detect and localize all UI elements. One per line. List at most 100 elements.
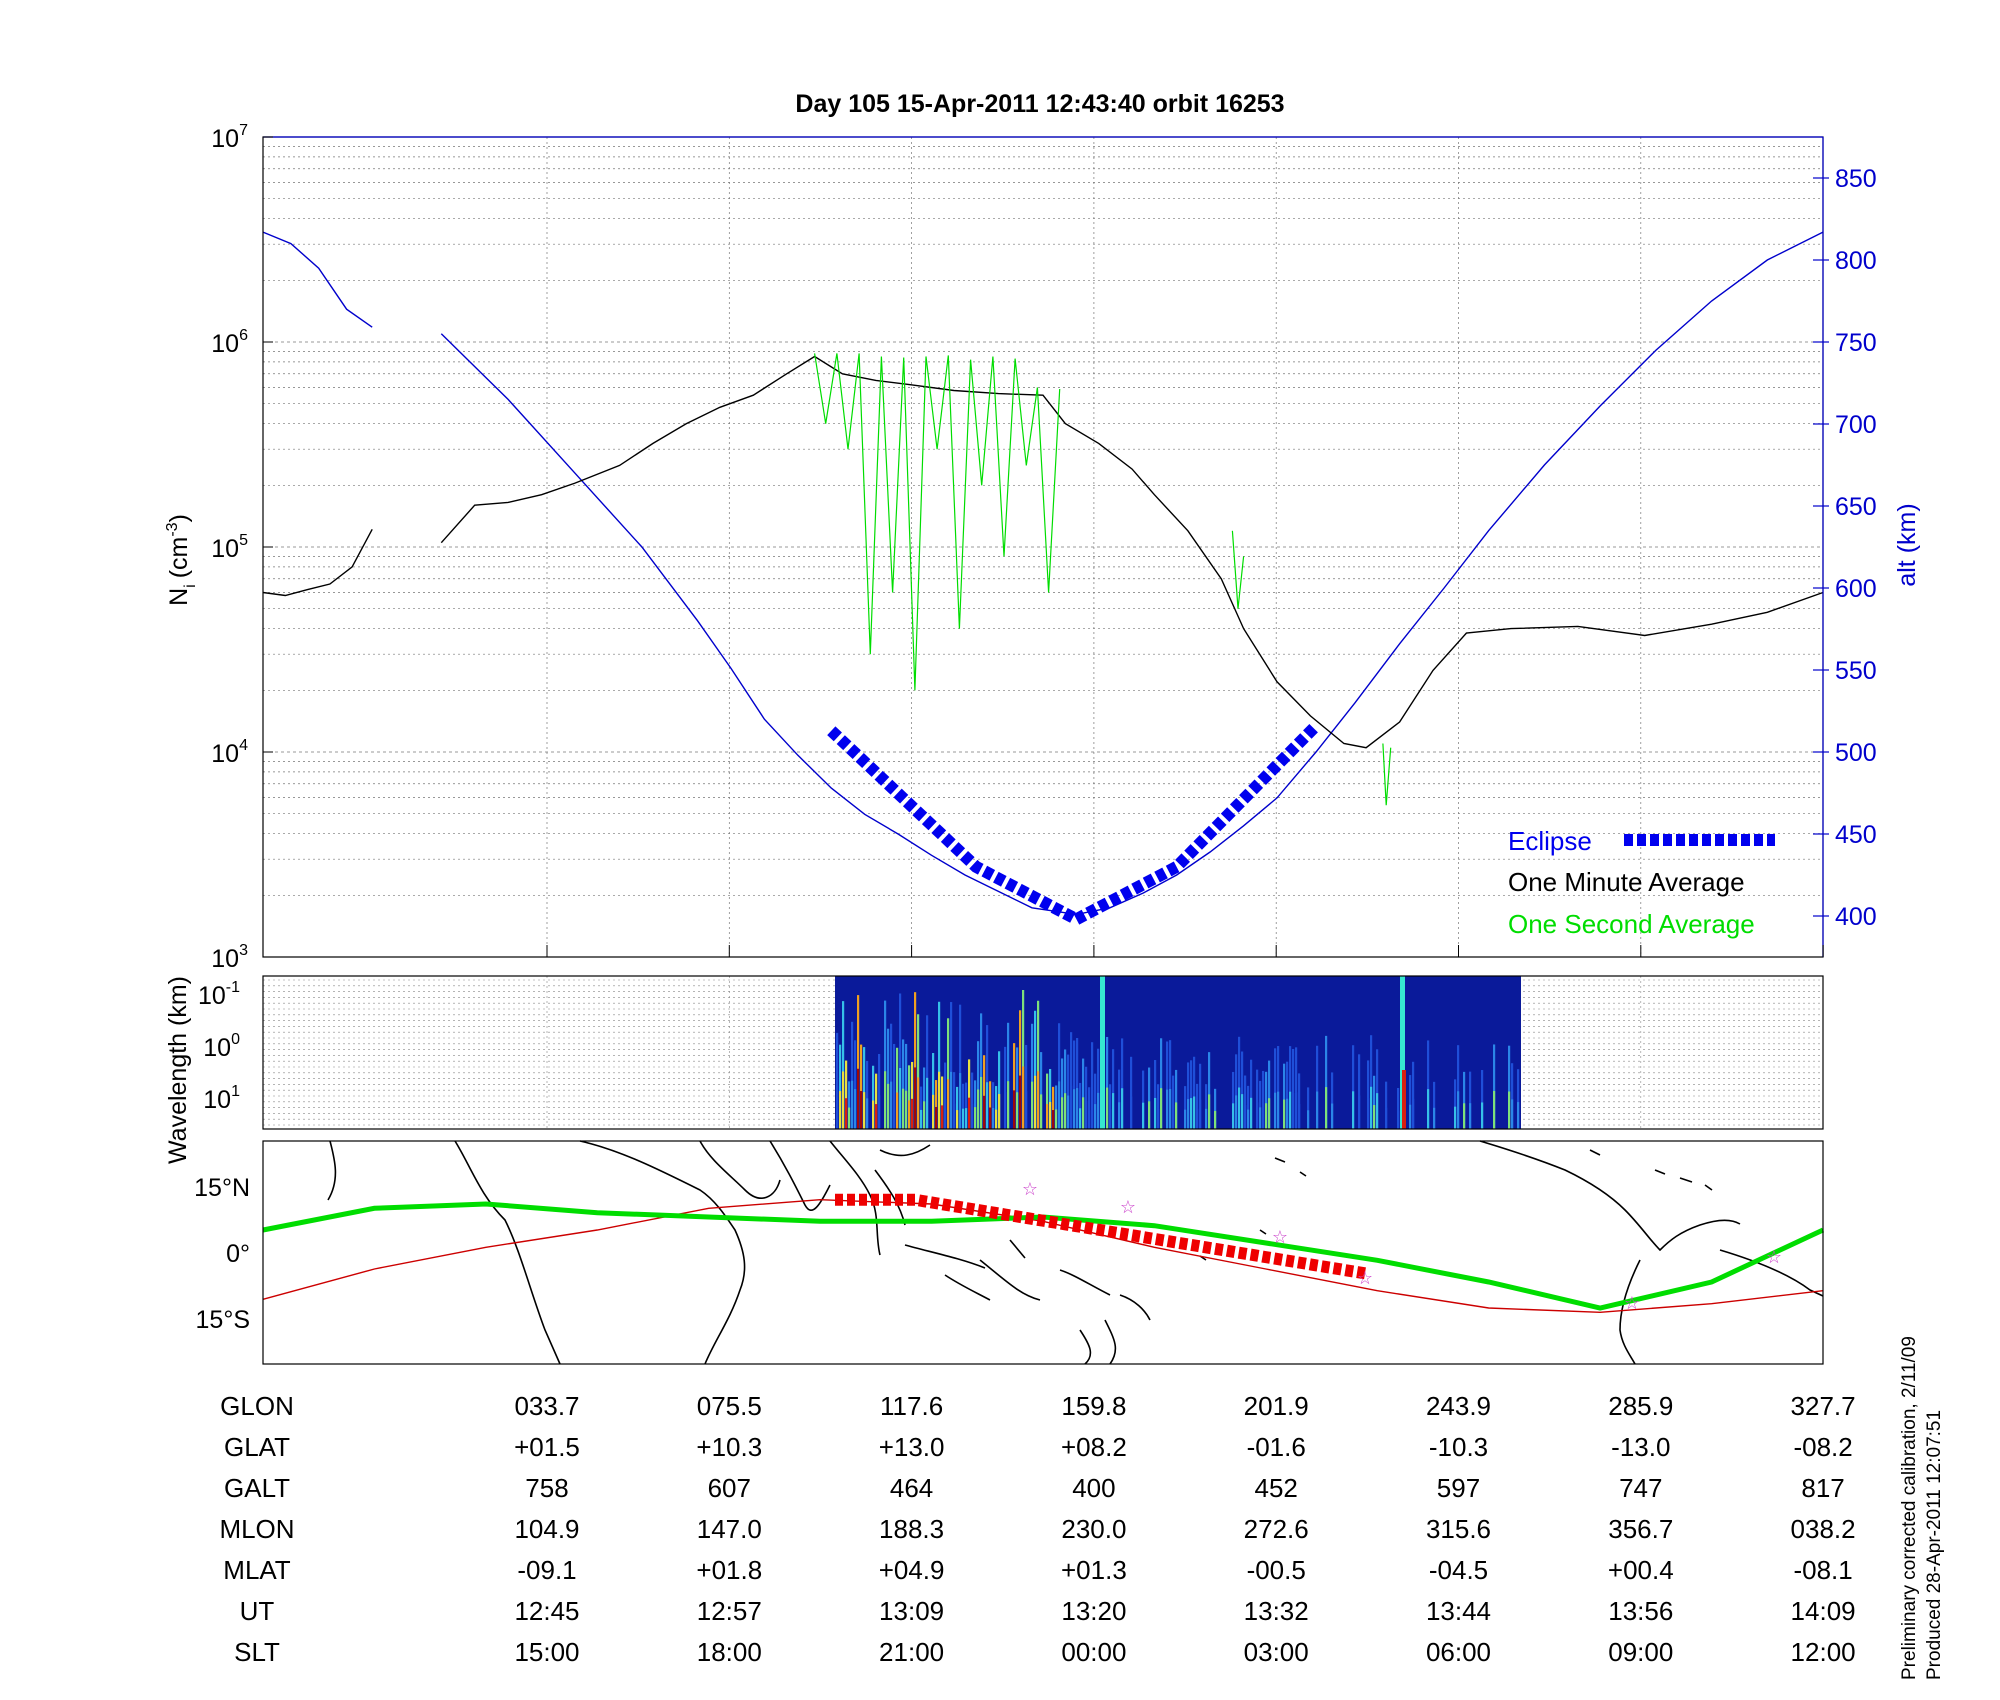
- spectrogram-stripe-core: [890, 1081, 893, 1129]
- spectrogram-stripe: [1412, 1061, 1415, 1129]
- density-tick-label: 106: [211, 327, 248, 358]
- spectrogram-stripe: [1274, 1048, 1277, 1129]
- spectrogram-stripe-core: [1082, 1097, 1085, 1129]
- spectrogram-tick-exponent: 1: [231, 1083, 240, 1100]
- spectrogram-stripe-core: [848, 1107, 851, 1129]
- spectrogram-stripe-core: [1367, 1098, 1370, 1129]
- spectrogram-stripe: [1097, 1048, 1100, 1129]
- table-cell: -09.1: [517, 1555, 576, 1585]
- spectrogram-stripe: [956, 1086, 959, 1129]
- series-eclipse: [827, 721, 1321, 927]
- spectrogram-stripe-core: [986, 1082, 989, 1129]
- spectrogram-stripe-core: [1142, 1102, 1145, 1129]
- map-position-marker: ☆: [1272, 1227, 1288, 1247]
- spectrogram-tick-base: 10: [198, 982, 226, 1010]
- spectrogram-stripe-core: [1031, 1081, 1034, 1129]
- legend: Eclipse One Minute Average One Second Av…: [1508, 826, 1775, 939]
- table-cell: 03:00: [1244, 1637, 1309, 1667]
- spectrogram-stripe-core: [1370, 1086, 1373, 1129]
- chart-title: Day 105 15-Apr-2011 12:43:40 orbit 16253: [795, 90, 1284, 118]
- table-cell: +08.2: [1061, 1432, 1127, 1462]
- table-cell: 06:00: [1426, 1637, 1491, 1667]
- spectrogram-tick-exponent: 0: [231, 1031, 240, 1048]
- spectrogram-stripe-core: [1016, 1092, 1019, 1129]
- spectrogram-stripe: [998, 1051, 1001, 1129]
- spectrogram-stripe-core: [839, 1091, 842, 1129]
- spectrogram-stripe: [1367, 1060, 1370, 1129]
- spectrogram-stripe-core: [1052, 1110, 1055, 1129]
- spectrogram-stripe: [836, 1032, 839, 1129]
- footnote-line2: Produced 28-Apr-2011 12:07:51: [1924, 1410, 1945, 1680]
- spectrogram-stripe-core: [971, 1103, 974, 1129]
- spectrogram-stripe-core: [851, 1080, 854, 1129]
- spectrogram-stripe-core: [1169, 1089, 1172, 1129]
- spectrogram-stripe: [1250, 1059, 1253, 1129]
- spectrogram-stripe: [1265, 1071, 1268, 1129]
- altitude-tick-label: 650: [1835, 493, 1877, 521]
- spectrogram-stripe: [1022, 990, 1025, 1129]
- spectrogram-stripe: [965, 1082, 968, 1129]
- table-cell: +00.4: [1608, 1555, 1674, 1585]
- spectrogram-stripe-core: [1184, 1109, 1187, 1129]
- spectrogram-stripe: [1034, 1010, 1037, 1129]
- spectrogram-stripe-core: [1106, 1087, 1109, 1129]
- spectrogram-stripe-core: [1412, 1098, 1415, 1129]
- spectrogram-stripe-core: [1433, 1107, 1436, 1129]
- spectrogram-stripe: [1169, 1040, 1172, 1129]
- spectrogram-stripe-core: [965, 1108, 968, 1129]
- density-axis-label-unit: (cm: [165, 537, 193, 579]
- density-axis-label-sub: i: [182, 584, 199, 588]
- density-tick-exponent: 6: [239, 327, 248, 344]
- spectrogram-stripe-core: [1283, 1099, 1286, 1129]
- spectrogram-stripe: [1247, 1085, 1250, 1129]
- spectrogram-stripe: [986, 1025, 989, 1129]
- table-cell: +04.9: [879, 1555, 945, 1585]
- spectrogram-stripe-core: [1073, 1089, 1076, 1129]
- spectrogram-stripe-core: [872, 1100, 875, 1129]
- density-tick-label: 103: [211, 942, 248, 973]
- spectrogram-stripe: [1055, 1085, 1058, 1129]
- spectrogram-stripe: [1409, 1075, 1412, 1129]
- table-cell: -04.5: [1429, 1555, 1488, 1585]
- spectrogram-stripe-core: [1166, 1089, 1169, 1129]
- spectrogram-stripe-core: [1274, 1092, 1277, 1129]
- spectrogram-bright-stripe: [1400, 976, 1405, 1129]
- table-cell: 038.2: [1791, 1514, 1856, 1544]
- spectrogram-stripe-core: [980, 1076, 983, 1129]
- spectrogram-stripe-core: [1037, 1071, 1040, 1129]
- table-cell: 400: [1072, 1473, 1115, 1503]
- spectrogram-stripe: [1073, 1040, 1076, 1129]
- table-cell: 12:57: [697, 1596, 762, 1626]
- spectrogram-stripe-core: [1058, 1081, 1061, 1129]
- spectrogram-stripe: [1385, 1081, 1388, 1129]
- spectrogram-stripe: [1016, 1047, 1019, 1129]
- spectrogram-stripe: [866, 1060, 869, 1129]
- spectrogram-stripe: [1352, 1045, 1355, 1129]
- spectrogram-stripe: [968, 1059, 971, 1129]
- spectrogram-stripe-core: [1298, 1103, 1301, 1129]
- spectrogram-stripe: [1013, 1043, 1016, 1129]
- spectrogram-stripe: [992, 1082, 995, 1129]
- spectrogram-stripe-core: [1373, 1105, 1376, 1129]
- spectrogram-stripe-core: [1013, 1090, 1016, 1129]
- spectrogram-stripe: [1427, 1040, 1430, 1129]
- spectrogram-stripe: [1142, 1070, 1145, 1129]
- density-tick-label: 105: [211, 532, 248, 563]
- table-cell: 147.0: [697, 1514, 762, 1544]
- spectrogram-stripe: [1025, 1044, 1028, 1129]
- spectrogram-stripe-core: [1385, 1107, 1388, 1129]
- spectrogram-stripe-core: [1085, 1100, 1088, 1129]
- table-cell: 14:09: [1791, 1596, 1856, 1626]
- spectrogram-stripe: [1493, 1044, 1496, 1129]
- africa-coastline: [327, 1140, 746, 1365]
- map-position-marker: ☆: [1357, 1268, 1373, 1288]
- spectrogram-stripe: [1199, 1063, 1202, 1129]
- spectrogram-stripe-core: [950, 1071, 953, 1129]
- table-cell: 230.0: [1061, 1514, 1126, 1544]
- spectrogram-stripe-core: [1244, 1104, 1247, 1129]
- spectrogram-stripe: [1307, 1087, 1310, 1129]
- spectrogram-stripe-core: [1331, 1103, 1334, 1129]
- spectrogram-stripe: [926, 1015, 929, 1129]
- pacific-islands: [1199, 1157, 1307, 1261]
- spectrogram-stripe: [887, 1028, 890, 1129]
